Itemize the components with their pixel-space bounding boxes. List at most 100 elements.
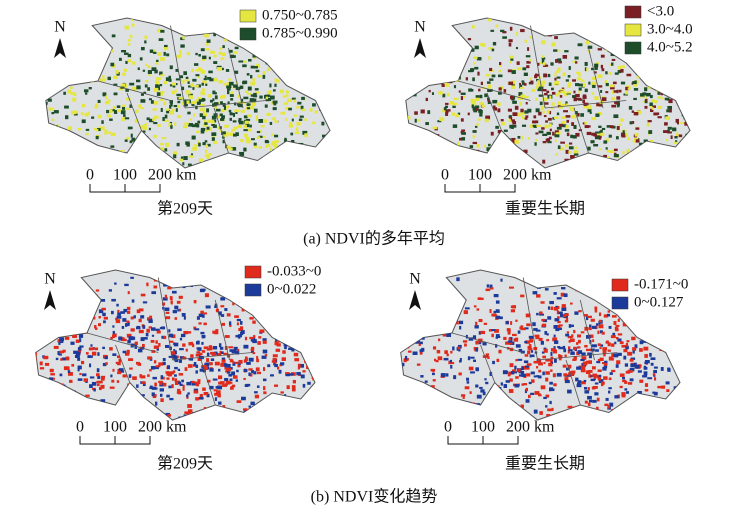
pixel-patch: [657, 385, 662, 389]
pixel-patch: [133, 315, 136, 319]
pixel-patch: [63, 82, 66, 87]
pixel-patch: [562, 54, 568, 59]
pixel-patch: [162, 361, 166, 366]
pixel-patch: [412, 310, 417, 313]
pixel-patch: [263, 386, 266, 391]
pixel-patch: [193, 113, 196, 117]
pixel-patch: [676, 63, 681, 67]
pixel-patch: [606, 340, 609, 344]
pixel-patch: [48, 107, 54, 111]
pixel-patch: [307, 320, 311, 323]
pixel-patch: [39, 339, 44, 342]
pixel-patch: [667, 131, 672, 134]
pixel-patch: [220, 95, 225, 99]
pixel-patch: [511, 124, 517, 128]
pixel-patch: [157, 29, 163, 33]
pixel-patch: [213, 389, 218, 392]
pixel-patch: [521, 115, 525, 120]
pixel-patch: [544, 64, 549, 67]
pixel-patch: [252, 320, 256, 324]
pixel-patch: [316, 75, 320, 78]
pixel-patch: [573, 124, 577, 129]
pixel-patch: [283, 343, 286, 347]
pixel-patch: [630, 309, 633, 313]
pixel-patch: [589, 324, 592, 328]
pixel-patch: [130, 133, 133, 138]
pixel-patch: [151, 334, 155, 337]
pixel-patch: [65, 397, 71, 400]
pixel-patch: [453, 402, 457, 406]
pixel-patch: [508, 154, 512, 158]
pixel-patch: [520, 325, 524, 328]
pixel-patch: [222, 45, 225, 49]
pixel-patch: [211, 407, 216, 411]
pixel-patch: [223, 106, 226, 110]
pixel-patch: [271, 413, 276, 417]
pixel-patch: [488, 143, 491, 147]
pixel-patch: [319, 97, 322, 100]
pixel-patch: [241, 307, 245, 312]
pixel-patch: [667, 368, 671, 372]
pixel-patch: [140, 107, 145, 110]
pixel-patch: [312, 103, 316, 107]
pixel-patch: [515, 319, 518, 322]
pixel-patch: [228, 373, 232, 377]
pixel-patch: [400, 342, 401, 347]
pixel-patch: [497, 74, 503, 78]
pixel-patch: [544, 124, 549, 129]
pixel-patch: [163, 46, 169, 50]
pixel-patch: [299, 324, 304, 328]
pixel-patch: [441, 147, 446, 151]
pixel-patch: [274, 140, 279, 143]
pixel-patch: [187, 163, 192, 166]
pixel-patch: [183, 316, 186, 320]
pixel-patch: [597, 369, 602, 372]
pixel-patch: [535, 73, 540, 77]
pixel-patch: [688, 93, 690, 96]
pixel-patch: [118, 336, 123, 341]
pixel-patch: [545, 120, 548, 123]
pixel-patch: [636, 316, 641, 320]
pixel-patch: [206, 39, 211, 43]
pixel-patch: [542, 133, 548, 136]
pixel-patch: [570, 107, 575, 112]
pixel-patch: [592, 399, 597, 403]
pixel-patch: [232, 120, 237, 123]
pixel-patch: [87, 146, 91, 150]
pixel-patch: [450, 318, 454, 322]
pixel-patch: [485, 381, 489, 385]
pixel-patch: [224, 156, 228, 161]
pixel-patch: [503, 412, 508, 415]
pixel-patch: [201, 82, 204, 86]
pixel-patch: [544, 288, 549, 291]
pixel-patch: [446, 353, 449, 357]
pixel-patch: [196, 101, 201, 105]
pixel-patch: [670, 339, 675, 342]
pixel-patch: [573, 346, 577, 351]
boundary: [480, 344, 496, 383]
pixel-patch: [107, 99, 111, 103]
pixel-patch: [312, 325, 315, 328]
pixel-patch: [647, 63, 653, 67]
pixel-patch: [179, 158, 184, 162]
pixel-patch: [576, 413, 581, 418]
pixel-patch: [122, 374, 127, 378]
pixel-patch: [209, 417, 215, 420]
pixel-patch: [642, 394, 646, 399]
pixel-patch: [554, 340, 559, 344]
pixel-patch: [129, 367, 133, 370]
pixel-patch: [662, 272, 665, 275]
pixel-patch: [210, 50, 216, 54]
pixel-patch: [160, 57, 165, 61]
pixel-patch: [242, 64, 247, 68]
pixel-patch: [203, 119, 207, 124]
pixel-patch: [162, 302, 166, 306]
pixel-patch: [584, 344, 588, 348]
pixel-patch: [467, 112, 470, 116]
pixel-patch: [169, 100, 173, 104]
pixel-patch: [95, 135, 99, 140]
pixel-patch: [188, 155, 194, 158]
pixel-patch: [125, 323, 128, 327]
pixel-patch: [292, 312, 295, 315]
pixel-patch: [432, 330, 436, 333]
